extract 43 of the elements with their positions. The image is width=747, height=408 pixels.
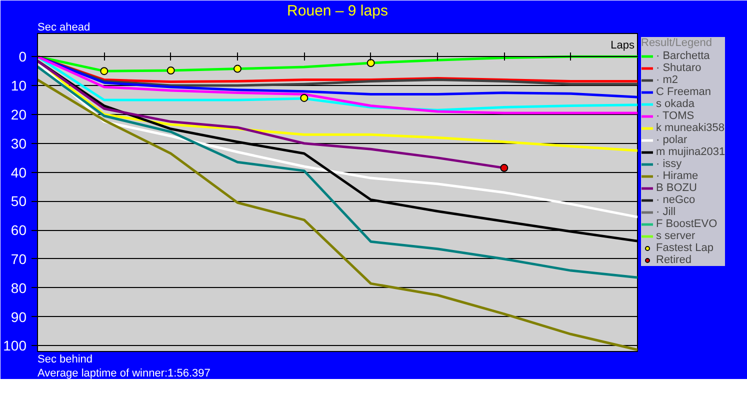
legend-title: Result/Legend [641,37,713,49]
y-tick-label: 0 [18,48,27,65]
legend-label: · issy [656,158,682,170]
legend-label: F BoostEVO [656,218,718,230]
legend-label: C Freeman [656,86,712,98]
chart-title: Rouen – 9 laps [287,2,388,20]
legend-label: B BOZU [656,182,697,194]
y-tick-label: 100 [3,338,27,354]
legend-label: s okada [656,98,695,110]
line-series [38,78,638,352]
legend-label: · Jill [656,206,676,218]
y-tick-label: 90 [10,308,27,325]
legend-label: k muneaki358 [656,122,724,134]
legend-label: · TOMS [656,110,694,122]
y-tick-label: 70 [10,250,27,267]
y-tick-label: 80 [10,280,27,296]
legend-label: s server [656,230,696,242]
legend-label: m mujina2031 [656,146,726,158]
point [166,66,175,74]
point [500,164,508,172]
legend-label: Retired [656,254,692,266]
legend-label: · m2 [656,74,678,86]
y-tick-label: 20 [10,106,27,122]
point [366,58,375,67]
line-series [38,65,638,279]
legend-label: Fastest Lap [656,242,714,254]
y-tick-label: 30 [10,135,27,152]
text: Average laptime of winner:1:56.397 [38,368,210,380]
y-tick-label: 60 [10,222,27,238]
point [300,94,308,102]
y-axis-title: Sec ahead [38,22,90,34]
legend-label: · Shutaro [656,62,702,74]
text: Sec behind [38,354,93,366]
legend-label: · Barchetta [656,50,710,62]
legend-label: · neGco [656,194,696,206]
y-tick-label: 10 [10,78,27,94]
x-axis-title: Laps [610,40,635,52]
y-tick-label: 50 [10,193,27,210]
point [100,67,108,76]
y-tick-label: 40 [10,164,27,180]
point [234,64,242,73]
legend-label: · Hirame [656,170,698,182]
legend-label: · polar [656,134,688,146]
